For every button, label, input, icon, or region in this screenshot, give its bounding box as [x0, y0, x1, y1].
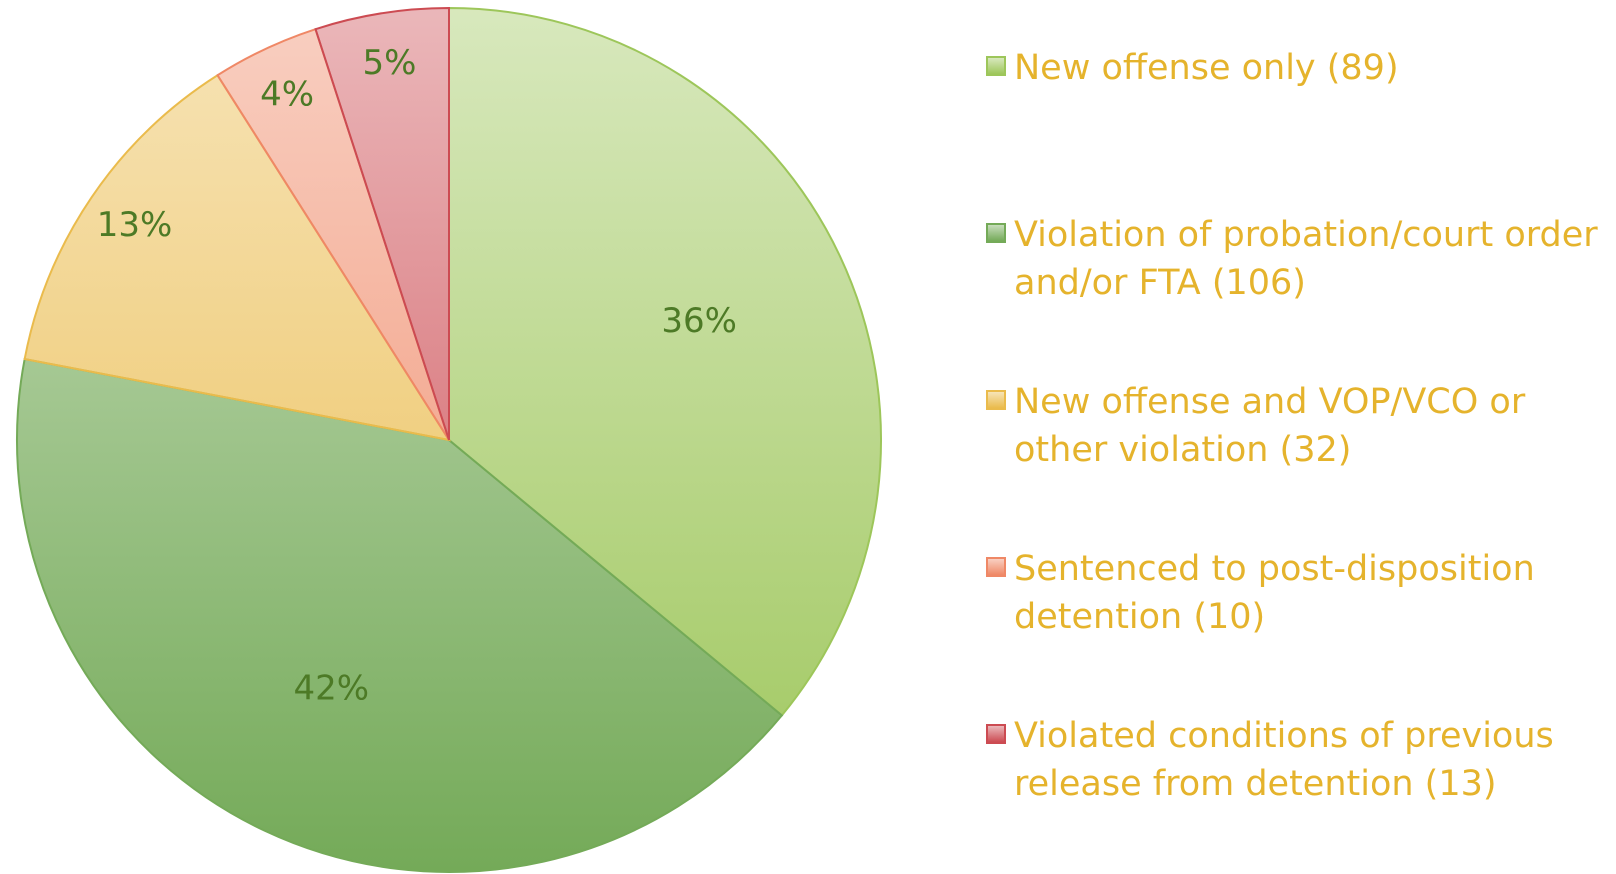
data-label: 36%: [661, 301, 737, 341]
data-label: 13%: [97, 205, 173, 245]
legend-label: New offense and VOP/VCO or other violati…: [1014, 382, 1526, 470]
legend-label: New offense only (89): [1014, 48, 1399, 88]
pie-slice: [314, 6, 450, 441]
legend-item: Violated conditions of previous release …: [986, 712, 1616, 808]
data-label: 5%: [363, 43, 417, 83]
legend-swatch: [986, 223, 1006, 243]
data-label: 42%: [293, 669, 369, 709]
legend-label: Sentenced to post-disposition detention …: [1014, 549, 1535, 637]
legend-item: New offense only (89): [986, 44, 1616, 92]
legend-swatch: [986, 557, 1006, 577]
legend-label: Violated conditions of previous release …: [1014, 716, 1554, 804]
legend-swatch: [986, 390, 1006, 410]
legend-swatch: [986, 724, 1006, 744]
pie-slice: [448, 6, 882, 717]
data-label: 4%: [260, 75, 314, 115]
pie-slice: [16, 357, 784, 874]
legend-item: Sentenced to post-disposition detention …: [986, 545, 1616, 641]
legend-item: New offense and VOP/VCO or other violati…: [986, 378, 1616, 474]
legend-item: Violation of probation/court order and/o…: [986, 211, 1616, 307]
pie-slice: [23, 73, 452, 442]
legend-swatch: [986, 56, 1006, 76]
legend-label: Violation of probation/court order and/o…: [1014, 215, 1598, 303]
